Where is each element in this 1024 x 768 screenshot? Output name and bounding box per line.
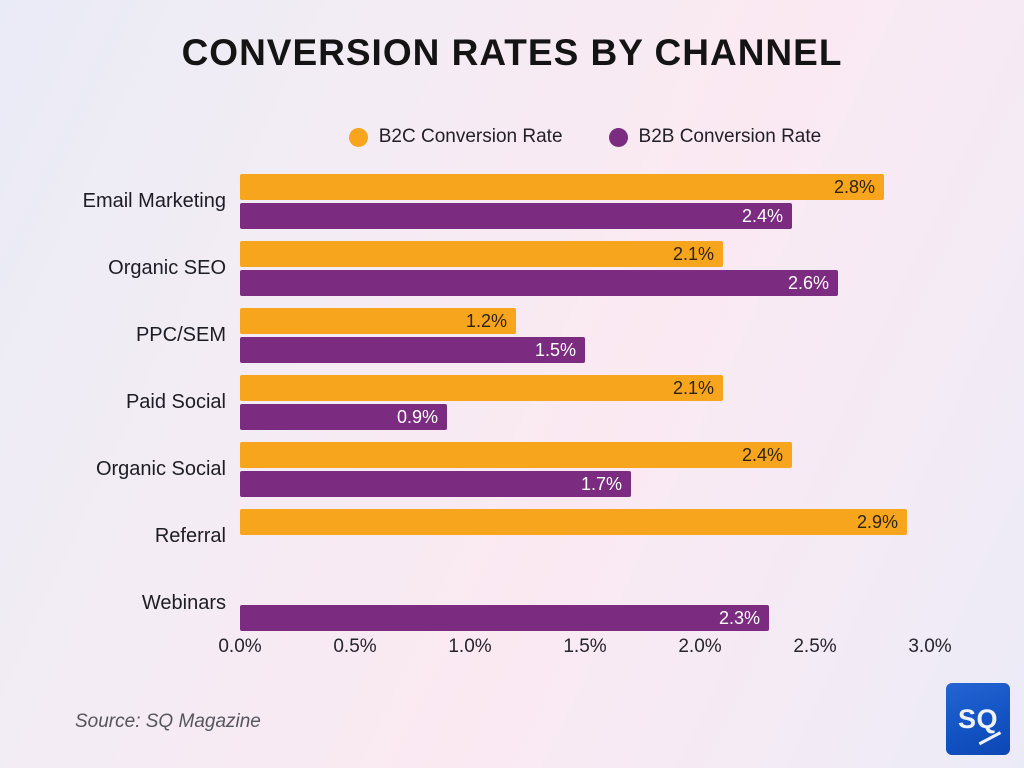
- x-axis-tick-label: 0.0%: [218, 636, 262, 657]
- b2c-bar: 1.2%: [240, 308, 516, 334]
- b2c-bar: 2.1%: [240, 241, 723, 267]
- chart-row: Webinars 2.3%: [0, 576, 1024, 631]
- logo-text: SQ: [957, 703, 998, 734]
- category-label: Organic SEO: [108, 257, 226, 279]
- b2c-bar: 2.1%: [240, 375, 723, 401]
- bar-value-label: 1.5%: [534, 339, 576, 360]
- x-axis-tick-label: 2.0%: [678, 636, 722, 657]
- legend-item-b2c: B2C Conversion Rate: [348, 126, 563, 148]
- category-label: Referral: [154, 525, 226, 547]
- legend-label-b2b: B2B Conversion Rate: [638, 126, 822, 147]
- b2c-legend-dot-icon: [348, 127, 368, 147]
- x-axis-tick-label: 1.5%: [563, 636, 607, 657]
- b2c-bar: 2.8%: [240, 174, 884, 200]
- x-axis-tick-label: 3.0%: [908, 636, 952, 657]
- b2b-bar: 0.9%: [240, 404, 447, 430]
- chart-row: PPC/SEM 1.2% 1.5%: [0, 308, 1024, 363]
- bar-value-label: 2.9%: [856, 511, 898, 532]
- b2b-bar: 2.6%: [240, 270, 838, 296]
- bar-value-label: 2.3%: [718, 607, 760, 628]
- bar-value-label: 2.1%: [672, 243, 714, 264]
- bar-value-label: 2.1%: [672, 377, 714, 398]
- chart-row: Referral 2.9%: [0, 509, 1024, 564]
- b2b-bar: 2.4%: [240, 203, 792, 229]
- bar-value-label: 2.6%: [787, 272, 829, 293]
- category-label: Organic Social: [95, 458, 226, 480]
- chart-row: Organic SEO 2.1% 2.6%: [0, 241, 1024, 296]
- x-axis-tick-label: 1.0%: [448, 636, 492, 657]
- b2c-bar: 2.4%: [240, 442, 792, 468]
- legend-item-b2b: B2B Conversion Rate: [608, 126, 822, 148]
- bar-value-label: 1.7%: [580, 473, 622, 494]
- chart-row: Organic Social 2.4% 1.7%: [0, 442, 1024, 497]
- x-axis-tick-label: 0.5%: [333, 636, 377, 657]
- b2b-legend-dot-icon: [608, 127, 628, 147]
- b2b-bar: 1.5%: [240, 337, 585, 363]
- source-caption: Source: SQ Magazine: [75, 711, 261, 732]
- category-label: Webinars: [141, 592, 226, 614]
- bar-value-label: 2.4%: [741, 444, 783, 465]
- chart-row: Email Marketing 2.8% 2.4%: [0, 174, 1024, 229]
- b2c-bar: 2.9%: [240, 509, 907, 535]
- sq-magazine-logo: SQ: [946, 683, 1010, 755]
- bar-value-label: 2.4%: [741, 205, 783, 226]
- legend-label-b2c: B2C Conversion Rate: [378, 126, 563, 147]
- legend: B2C Conversion Rate B2B Conversion Rate: [240, 126, 930, 148]
- chart-row: Paid Social 2.1% 0.9%: [0, 375, 1024, 430]
- category-label: Paid Social: [125, 391, 226, 413]
- bar-value-label: 1.2%: [465, 310, 507, 331]
- chart-rows: Email Marketing 2.8% 2.4% Organic SEO 2.1% 2.…: [0, 174, 1024, 634]
- x-axis-tick-label: 2.5%: [793, 636, 837, 657]
- b2b-bar: 1.7%: [240, 471, 631, 497]
- bar-value-label: 0.9%: [396, 406, 438, 427]
- category-label: PPC/SEM: [135, 324, 226, 346]
- b2b-bar: 2.3%: [240, 605, 769, 631]
- x-axis: 0.0% 0.5% 1.0% 1.5% 2.0% 2.5% 3.0%: [0, 636, 1024, 662]
- category-label: Email Marketing: [82, 190, 226, 212]
- chart-title: CONVERSION RATES BY CHANNEL: [181, 32, 843, 73]
- bar-value-label: 2.8%: [833, 176, 875, 197]
